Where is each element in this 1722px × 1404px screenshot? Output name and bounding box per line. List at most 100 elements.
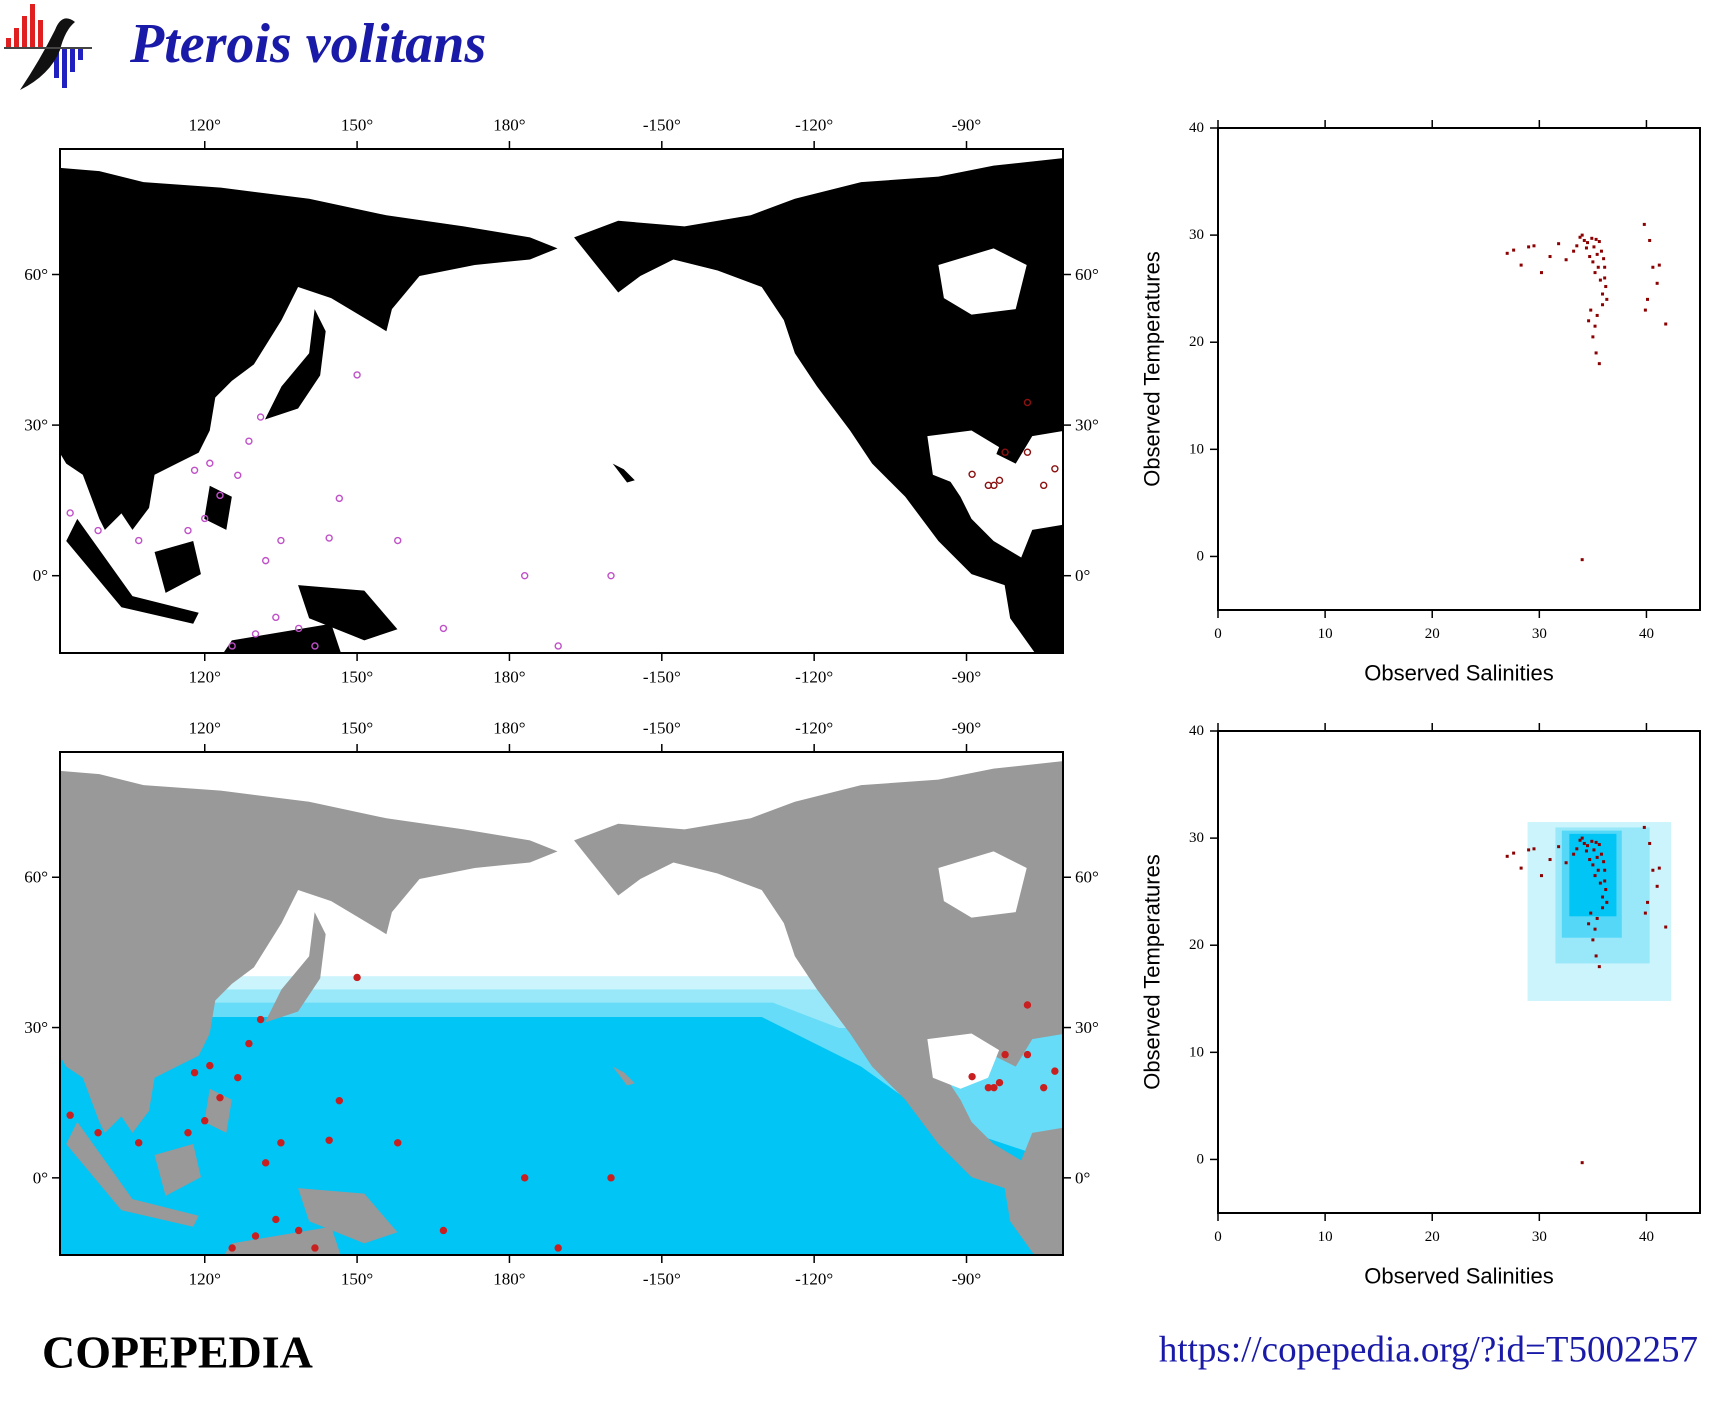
x-tick-label: -120° [795,668,833,687]
y-tick-label: 40 [1189,723,1204,739]
occurrence-point [1040,481,1048,490]
y-tick-label: 30° [24,1018,48,1037]
occurrence-point [353,973,361,982]
plot-frame [1217,127,1701,611]
occurrence-point [1051,1067,1059,1075]
occurrence-point [968,1072,976,1081]
occurrence-point [990,1083,998,1092]
data-point [1603,868,1607,872]
occurrence-point [228,642,236,650]
occurrence-point [995,1078,1004,1087]
x-tick-label: 150° [341,116,373,135]
data-point [1595,855,1599,859]
data-point [1532,244,1536,248]
occurrence-point [206,459,214,467]
data-point [1642,222,1646,226]
x-tick-label: 180° [493,719,525,738]
data-point [1589,308,1593,312]
occurrence-point [66,509,74,517]
occurrence-point [190,1068,199,1077]
data-point [1603,276,1607,280]
data-point [1602,860,1606,864]
map-frame [59,148,1064,654]
occurrence-point [968,470,976,478]
x-tick-label: -120° [795,1270,833,1289]
occurrence-point [234,471,242,479]
y-tick-label: 0 [1197,548,1205,564]
data-point [1582,238,1586,242]
x-tick-label: 0 [1214,1229,1222,1245]
x-tick-label: -120° [795,116,833,135]
map-land-bottom [60,760,1063,1255]
occurrence-point [1051,465,1059,473]
y-tick-label: 20 [1189,334,1204,350]
data-point [1527,245,1531,249]
occurrence-point [94,526,102,535]
data-point [1643,308,1647,312]
data-point [1651,265,1655,269]
data-point [1539,874,1543,878]
x-tick-label: 40 [1639,1229,1654,1245]
occurrence-point [325,1136,333,1144]
url[interactable]: https://copepedia.org/?id=T5002257 [1159,1330,1698,1371]
data-point [1605,297,1609,301]
data-point [1591,260,1595,264]
data-point [1593,324,1597,328]
data-point [1657,866,1661,870]
occurrence-point [184,1129,192,1137]
data-point [1590,839,1594,843]
data-point [1657,263,1661,267]
data-point [1580,233,1584,237]
x-tick-label: -90° [952,1270,981,1289]
data-point [1591,863,1595,867]
y-tick-label: 60° [24,265,48,284]
y-tick-label: 10 [1189,1044,1204,1060]
x-tick-label: 10 [1318,1229,1333,1245]
data-point [1597,362,1601,366]
x-tick-label: 150° [341,1270,373,1289]
occurrence-point [216,491,224,500]
data-point [1603,265,1607,269]
y-tick-label: 0° [33,566,48,585]
data-point [1593,271,1597,275]
y-tick-label: 60° [24,868,48,887]
data-point [1595,313,1599,317]
occurrence-point [311,1244,319,1252]
y-tick-label: 0° [1075,566,1090,585]
data-point [1586,241,1590,245]
y-tick-label: 30 [1189,227,1204,243]
occurrence-point [272,1215,280,1224]
occurrence-point [206,1061,214,1070]
occurrence-point [94,1129,102,1137]
occurrence-point [1040,1083,1048,1092]
y-tick-label: 30° [1075,416,1099,435]
occurrence-point [201,514,209,523]
x-tick-label: 180° [493,1270,525,1289]
occurrence-point [1023,1050,1032,1059]
y-tick-label: 30° [1075,1018,1099,1037]
data-point [1655,281,1659,285]
x-tick-label: 20 [1425,1229,1440,1245]
occurrence-point [277,536,285,545]
occurrence-point [394,536,402,545]
data-point [1580,1161,1584,1165]
data-point [1592,848,1596,852]
data-point [1592,245,1596,249]
data-point [1655,884,1659,888]
occurrence-point [256,413,265,421]
data-point [1588,858,1592,862]
data-point [1601,303,1605,307]
x-tick-label: -150° [643,116,681,135]
data-point [1589,911,1593,915]
data-point [1532,847,1536,851]
data-point [1594,954,1598,958]
data-point [1582,841,1586,845]
x-tick-label: -150° [643,719,681,738]
data-point [1601,292,1605,296]
data-point [1646,900,1650,904]
data-point [1648,238,1652,242]
occurrence-point [995,476,1004,485]
data-point [1590,236,1594,240]
occurrence-point [228,1244,236,1252]
